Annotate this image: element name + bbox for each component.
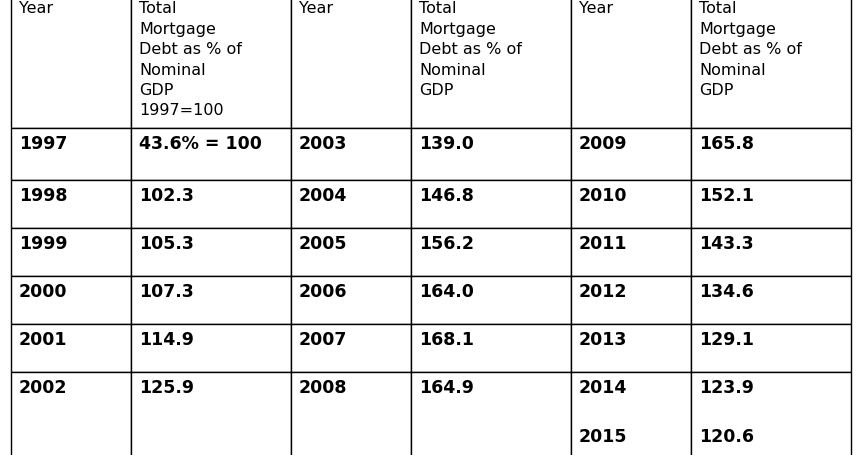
Text: 114.9: 114.9	[139, 331, 194, 349]
Bar	[291, 372, 411, 455]
Text: Total
Mortgage
Debt as % of
Nominal
GDP
1997=100: Total Mortgage Debt as % of Nominal GDP …	[139, 1, 242, 118]
Text: 107.3: 107.3	[139, 283, 194, 301]
Bar	[570, 128, 691, 180]
Bar	[291, 180, 411, 228]
Bar	[570, 276, 691, 324]
Text: Total
Mortgage
Debt as % of
Nominal
GDP: Total Mortgage Debt as % of Nominal GDP	[418, 1, 521, 98]
Text: 2004: 2004	[299, 187, 347, 205]
Bar	[411, 324, 570, 372]
Bar	[691, 0, 850, 128]
Text: Year: Year	[19, 1, 53, 16]
Bar	[291, 0, 411, 128]
Text: 2002: 2002	[19, 379, 67, 397]
Text: 1998: 1998	[19, 187, 67, 205]
Bar	[411, 276, 570, 324]
Bar	[411, 128, 570, 180]
Bar	[291, 128, 411, 180]
Text: 165.8: 165.8	[698, 135, 753, 153]
Bar	[691, 228, 850, 276]
Text: 2000: 2000	[19, 283, 67, 301]
Bar	[11, 276, 131, 324]
Text: Year: Year	[299, 1, 332, 16]
Bar	[570, 180, 691, 228]
Bar	[131, 128, 291, 180]
Text: 139.0: 139.0	[418, 135, 474, 153]
Text: 105.3: 105.3	[139, 235, 194, 253]
Text: 125.9: 125.9	[139, 379, 194, 397]
Text: 156.2: 156.2	[418, 235, 474, 253]
Bar	[131, 228, 291, 276]
Text: 146.8: 146.8	[418, 187, 474, 205]
Text: 168.1: 168.1	[418, 331, 474, 349]
Text: 2003: 2003	[299, 135, 347, 153]
Text: 2007: 2007	[299, 331, 347, 349]
Bar	[570, 228, 691, 276]
Bar	[691, 180, 850, 228]
Text: 129.1: 129.1	[698, 331, 753, 349]
Text: 1999: 1999	[19, 235, 67, 253]
Text: 2008: 2008	[299, 379, 347, 397]
Text: 2014

2015: 2014 2015	[579, 379, 627, 445]
Text: 2005: 2005	[299, 235, 347, 253]
Text: 43.6% = 100: 43.6% = 100	[139, 135, 262, 153]
Bar	[691, 276, 850, 324]
Text: 2006: 2006	[299, 283, 347, 301]
Bar	[411, 372, 570, 455]
Bar	[691, 324, 850, 372]
Bar	[411, 180, 570, 228]
Bar	[570, 0, 691, 128]
Text: Year: Year	[579, 1, 612, 16]
Bar	[11, 372, 131, 455]
Text: 2009: 2009	[579, 135, 627, 153]
Bar	[131, 180, 291, 228]
Text: 2011: 2011	[579, 235, 627, 253]
Bar	[691, 372, 850, 455]
Text: 2013: 2013	[579, 331, 627, 349]
Text: 2001: 2001	[19, 331, 67, 349]
Bar	[131, 372, 291, 455]
Text: 143.3: 143.3	[698, 235, 753, 253]
Bar	[411, 0, 570, 128]
Bar	[11, 324, 131, 372]
Bar	[570, 372, 691, 455]
Text: 2012: 2012	[579, 283, 627, 301]
Bar	[291, 228, 411, 276]
Bar	[291, 276, 411, 324]
Bar	[691, 128, 850, 180]
Text: 2010: 2010	[579, 187, 627, 205]
Text: 102.3: 102.3	[139, 187, 194, 205]
Bar	[11, 228, 131, 276]
Text: 134.6: 134.6	[698, 283, 753, 301]
Bar	[411, 228, 570, 276]
Bar	[131, 276, 291, 324]
Text: 164.9: 164.9	[418, 379, 474, 397]
Text: 152.1: 152.1	[698, 187, 753, 205]
Bar	[11, 128, 131, 180]
Text: 164.0: 164.0	[418, 283, 474, 301]
Text: 123.9

120.6: 123.9 120.6	[698, 379, 753, 445]
Text: Total
Mortgage
Debt as % of
Nominal
GDP: Total Mortgage Debt as % of Nominal GDP	[698, 1, 801, 98]
Bar	[291, 324, 411, 372]
Bar	[570, 324, 691, 372]
Text: 1997: 1997	[19, 135, 67, 153]
Bar	[131, 0, 291, 128]
Bar	[11, 180, 131, 228]
Bar	[131, 324, 291, 372]
Bar	[11, 0, 131, 128]
